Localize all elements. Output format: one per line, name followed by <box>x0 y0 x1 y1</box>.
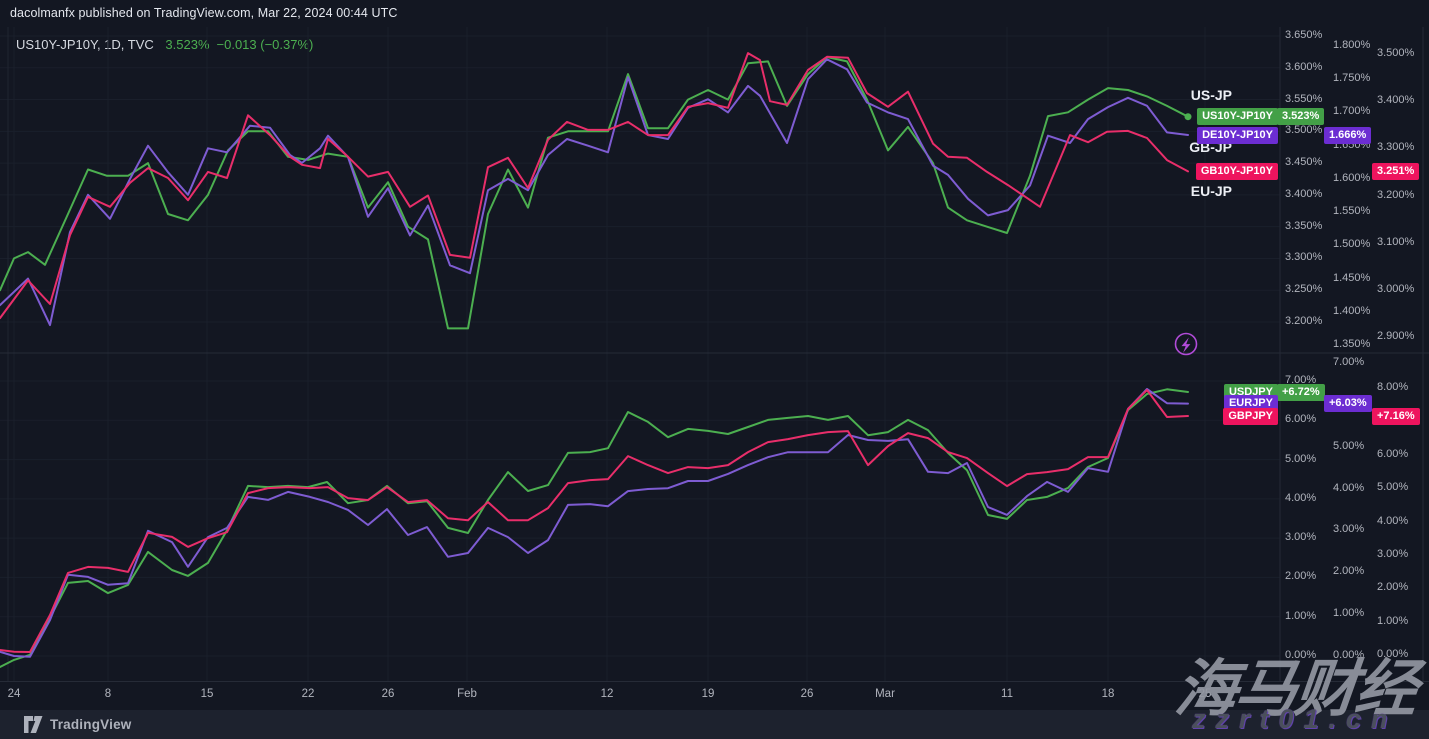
watermark-url: zzrt01.cn <box>1192 704 1398 734</box>
legend-symbol: US10Y-JP10Y, 1D, TVC <box>16 37 154 52</box>
series-line-us10y-jp10y[interactable] <box>0 56 1189 330</box>
series-line-eurjpy[interactable] <box>0 388 1189 658</box>
legend-change: 3.523% −0.013 (−0.37%) <box>165 37 313 52</box>
time-axis[interactable] <box>0 681 1429 711</box>
boost-lightning-glyph <box>1181 337 1191 353</box>
tradingview-logo-link[interactable]: TradingView <box>24 716 131 733</box>
attribution-text: dacolmanfx published on TradingView.com,… <box>10 6 398 20</box>
footer-bar: TradingView <box>0 710 1429 739</box>
series-line-de10y-jp10y[interactable] <box>0 58 1189 327</box>
tradingview-logo-icon <box>24 716 43 733</box>
series-line-gbpjpy[interactable] <box>0 389 1189 653</box>
series-last-point-marker <box>1184 113 1192 121</box>
tradingview-logo-text: TradingView <box>50 717 132 732</box>
boost-icon[interactable] <box>1174 332 1198 356</box>
series-line-usdjpy[interactable] <box>0 388 1189 668</box>
legend-change-delta: −0.013 (−0.37%) <box>216 37 314 52</box>
chart-legend[interactable]: US10Y-JP10Y, 1D, TVC 3.523% −0.013 (−0.37… <box>16 37 313 52</box>
series-line-gb10y-jp10y[interactable] <box>0 52 1189 320</box>
legend-last-value: 3.523% <box>165 37 210 52</box>
